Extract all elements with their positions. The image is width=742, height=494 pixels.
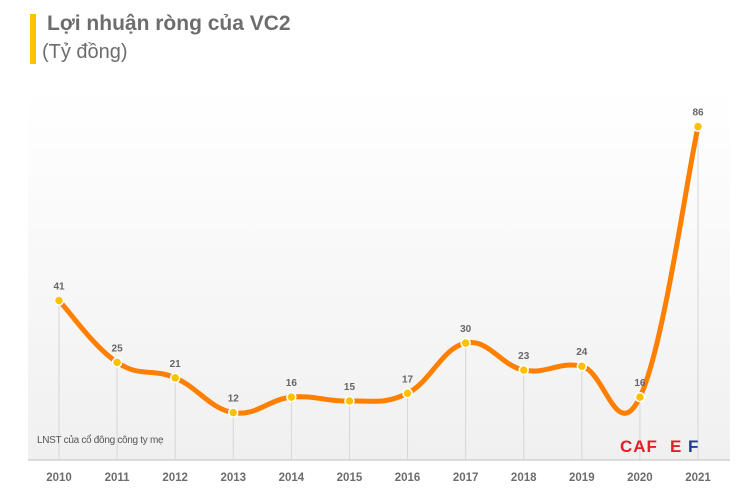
data-point — [53, 295, 65, 306]
data-label: 24 — [576, 347, 588, 358]
svg-text:E: E — [670, 437, 681, 455]
data-point — [169, 372, 181, 384]
data-label: 12 — [228, 394, 240, 405]
svg-text:CAF: CAF — [620, 437, 658, 455]
data-point — [344, 395, 355, 407]
data-label: 23 — [518, 351, 530, 362]
x-tick-label: 2014 — [279, 472, 305, 484]
data-point — [460, 337, 471, 349]
data-label: 15 — [344, 382, 356, 393]
data-point — [576, 360, 588, 372]
x-tick-label: 2016 — [395, 472, 421, 484]
cafef-logo: CAF E F — [620, 437, 698, 455]
plot-area — [28, 90, 730, 460]
x-tick-label: 2012 — [162, 472, 188, 484]
data-label: 16 — [634, 378, 646, 389]
chart-title: Lợi nhuận ròng của VC2 — [47, 12, 291, 35]
x-tick-label: 2019 — [569, 472, 595, 484]
data-label: 21 — [170, 359, 182, 370]
series-legend-label: LNST của cổ đông công ty mẹ — [37, 435, 164, 446]
svg-text:F: F — [688, 437, 698, 455]
data-point — [228, 407, 239, 418]
x-tick-label: 2013 — [220, 472, 246, 484]
data-label: 16 — [286, 378, 298, 389]
data-label: 17 — [402, 374, 414, 385]
data-label: 86 — [692, 108, 704, 119]
data-point — [692, 121, 704, 132]
data-point — [111, 357, 123, 368]
data-point — [518, 364, 529, 376]
x-tick-label: 2015 — [337, 472, 363, 484]
x-tick-label: 2018 — [511, 472, 537, 484]
data-point — [634, 391, 646, 403]
data-label: 41 — [53, 282, 65, 293]
x-tick-label: 2011 — [105, 472, 131, 484]
data-point — [402, 388, 413, 399]
chart-subtitle: (Tỷ đồng) — [42, 41, 128, 63]
data-point — [286, 391, 297, 403]
title-accent-bar — [30, 14, 36, 64]
x-tick-label: 2021 — [685, 472, 711, 484]
data-label: 25 — [112, 343, 124, 354]
x-tick-label: 2017 — [453, 472, 479, 484]
data-label: 30 — [460, 324, 472, 335]
x-tick-label: 2020 — [627, 472, 653, 484]
x-tick-label: 2010 — [46, 472, 72, 484]
